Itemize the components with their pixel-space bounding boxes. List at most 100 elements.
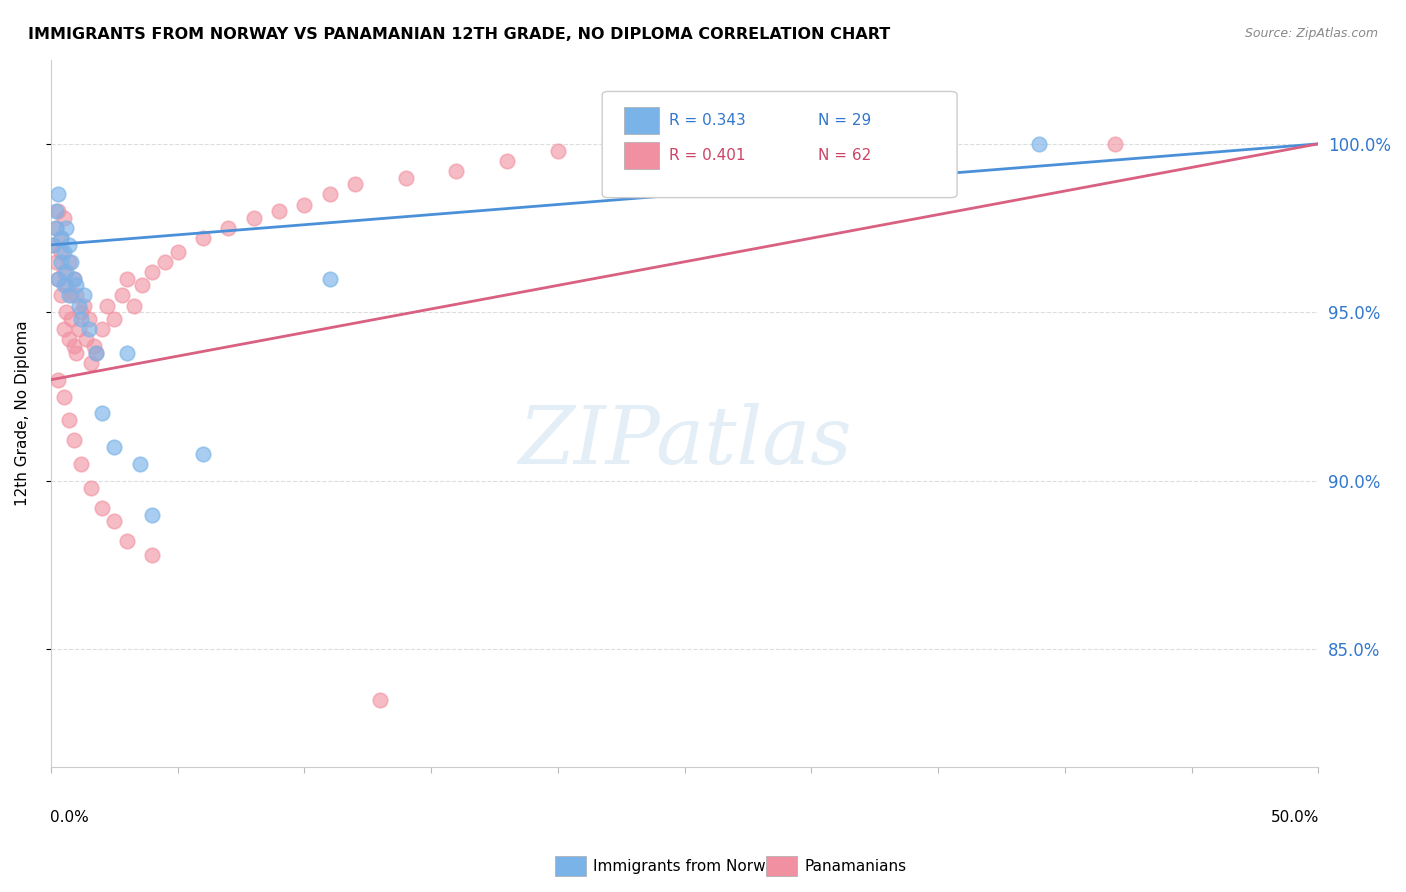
Point (83, 339, 105, 353)
Point (191, 447, 214, 461)
Point (90, 500, 112, 515)
Point (49, 254, 72, 268)
FancyBboxPatch shape (624, 107, 659, 134)
Point (86, 345, 108, 359)
Point (52, 265, 75, 279)
FancyBboxPatch shape (624, 143, 659, 169)
Point (58, 413, 80, 427)
Point (48, 187, 70, 202)
Point (318, 187, 340, 202)
Point (62, 271, 84, 285)
Point (73, 288, 96, 302)
Point (60, 312, 83, 326)
Point (70, 312, 93, 326)
Point (65, 288, 87, 302)
Point (58, 288, 80, 302)
Point (55, 278, 77, 293)
Point (52, 211, 75, 225)
Point (217, 221, 239, 235)
Point (242, 211, 264, 225)
Point (48, 204, 70, 219)
Point (370, 693, 392, 707)
Text: 0.0%: 0.0% (49, 810, 89, 825)
Point (70, 305, 93, 319)
Point (49, 244, 72, 259)
Text: IMMIGRANTS FROM NORWAY VS PANAMANIAN 12TH GRADE, NO DIPLOMA CORRELATION CHART: IMMIGRANTS FROM NORWAY VS PANAMANIAN 12T… (28, 27, 890, 42)
Point (60, 254, 83, 268)
Point (267, 204, 290, 219)
Point (86, 345, 108, 359)
Point (115, 534, 138, 549)
Text: N = 29: N = 29 (818, 113, 870, 128)
Point (58, 254, 80, 268)
Point (103, 312, 125, 326)
Point (318, 271, 340, 285)
Point (67, 322, 90, 336)
Point (55, 305, 77, 319)
Point (55, 221, 77, 235)
Point (166, 244, 188, 259)
Text: R = 0.343: R = 0.343 (669, 113, 747, 128)
Point (65, 345, 87, 359)
Point (58, 238, 80, 252)
Point (292, 197, 315, 211)
Point (60, 288, 83, 302)
Point (52, 322, 75, 336)
Point (45, 221, 67, 235)
Point (141, 508, 163, 522)
Point (49, 231, 72, 245)
FancyBboxPatch shape (602, 92, 957, 198)
Point (344, 178, 367, 192)
Point (395, 170, 418, 185)
Point (48, 271, 70, 285)
Point (80, 481, 103, 495)
Point (52, 278, 75, 293)
Text: ZIPatlas: ZIPatlas (517, 403, 851, 481)
Point (153, 254, 176, 268)
Y-axis label: 12th Grade, No Diploma: 12th Grade, No Diploma (15, 320, 30, 507)
Point (103, 440, 125, 454)
Point (1104, 136, 1126, 151)
Point (90, 406, 112, 420)
Point (62, 434, 84, 448)
Point (128, 457, 150, 471)
Point (75, 332, 97, 346)
Point (191, 231, 214, 245)
Point (52, 390, 75, 404)
Point (58, 332, 80, 346)
Point (49, 231, 72, 245)
Point (52, 244, 75, 259)
Text: 50.0%: 50.0% (1271, 810, 1320, 825)
Point (141, 265, 163, 279)
Point (446, 163, 468, 178)
Text: Immigrants from Norway: Immigrants from Norway (593, 859, 785, 873)
Point (131, 278, 153, 293)
Point (67, 299, 90, 313)
Point (48, 271, 70, 285)
Point (90, 322, 112, 336)
Text: Panamanians: Panamanians (804, 859, 907, 873)
Point (103, 514, 125, 528)
Point (77, 312, 100, 326)
Point (96, 299, 118, 313)
Point (77, 322, 100, 336)
Point (45, 204, 67, 219)
Point (141, 548, 163, 562)
Point (70, 457, 93, 471)
Point (1028, 136, 1050, 151)
Point (42, 238, 65, 252)
Point (496, 153, 519, 168)
Point (115, 345, 138, 359)
Point (124, 299, 146, 313)
Text: N = 62: N = 62 (818, 148, 870, 163)
Point (49, 288, 72, 302)
Point (115, 271, 138, 285)
Point (73, 299, 96, 313)
Point (62, 271, 84, 285)
Point (65, 278, 87, 293)
Point (45, 254, 67, 268)
Point (42, 238, 65, 252)
Point (62, 339, 84, 353)
Point (48, 373, 70, 387)
Point (45, 221, 67, 235)
